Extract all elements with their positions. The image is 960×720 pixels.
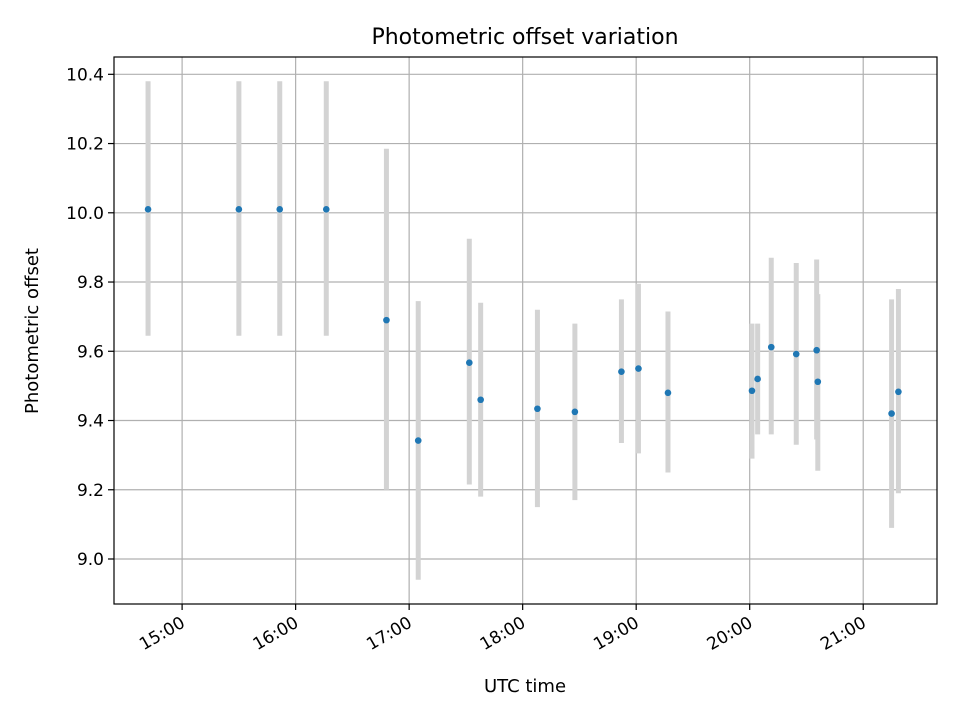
x-tick-label: 18:00 (477, 613, 529, 655)
data-point (748, 387, 756, 395)
chart-title: Photometric offset variation (371, 25, 678, 50)
x-tick-label: 16:00 (250, 613, 302, 655)
data-point (383, 316, 390, 324)
data-point (235, 206, 243, 213)
x-tick-label: 15:00 (136, 613, 188, 655)
data-point (571, 408, 579, 416)
data-point (144, 206, 152, 213)
data-point (635, 365, 642, 372)
data-point (276, 206, 284, 213)
data-point (664, 389, 672, 397)
data-point (534, 405, 541, 413)
y-tick-label: 9.4 (77, 412, 104, 432)
data-point (754, 375, 761, 383)
y-axis-ticks: 9.0 9.2 9.4 9.6 9.8 10.0 10.2 10.4 (66, 65, 114, 570)
data-point (814, 378, 822, 386)
data-point (888, 410, 895, 417)
data-point (618, 368, 625, 375)
data-point (792, 350, 800, 358)
x-tick-label: 21:00 (817, 613, 869, 655)
plot-frame (113, 56, 938, 605)
data-point (414, 437, 422, 444)
y-tick-label: 9.8 (77, 273, 104, 293)
data-point (813, 346, 820, 354)
data-point (895, 388, 902, 396)
x-tick-label: 20:00 (704, 613, 756, 655)
data-point (322, 206, 330, 213)
y-tick-label: 10.4 (66, 65, 104, 85)
x-tick-label: 19:00 (590, 613, 642, 655)
y-tick-label: 10.2 (66, 135, 104, 155)
data-point (767, 343, 775, 351)
data-point (477, 396, 484, 404)
x-tick-label: 17:00 (363, 613, 415, 655)
data-point (466, 359, 473, 366)
y-tick-label: 10.0 (66, 204, 104, 224)
y-axis-label: Photometric offset (22, 248, 43, 414)
y-tick-label: 9.2 (77, 481, 104, 501)
data-points (144, 206, 902, 444)
y-tick-label: 9.6 (77, 342, 104, 362)
y-tick-label: 9.0 (77, 550, 104, 570)
x-axis-label: UTC time (484, 676, 566, 697)
x-axis-ticks: 15:00 16:00 17:00 18:00 19:00 20:00 21:00 (136, 604, 870, 655)
